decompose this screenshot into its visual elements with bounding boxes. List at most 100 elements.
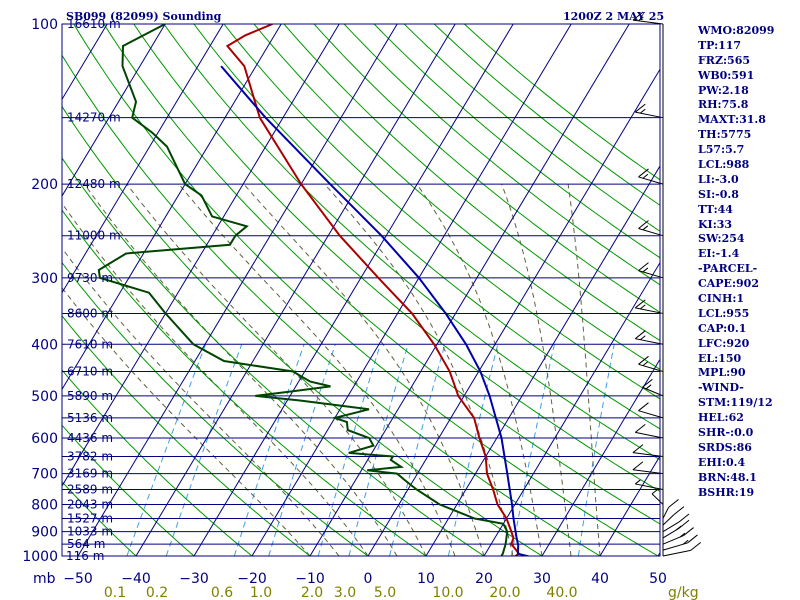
height-label: 3169 m [67, 467, 113, 481]
isotherm--70 [62, 24, 282, 391]
height-label: 8600 m [67, 306, 113, 320]
pressure-label-500: 500 [31, 389, 58, 405]
index-item: LI:-3.0 [698, 172, 739, 186]
temperature-label: −10 [295, 571, 325, 587]
index-item: EL:150 [698, 351, 742, 365]
height-label: 2043 m [67, 497, 113, 511]
pressure-label-400: 400 [31, 337, 58, 353]
index-item: LCL:988 [698, 158, 750, 172]
moist-adiabat [178, 183, 456, 556]
moist-adiabat [62, 247, 340, 556]
dry-adiabats [62, 24, 660, 556]
height-label: 6710 m [67, 365, 113, 379]
mixing-ratio-line [317, 344, 381, 556]
dry-adiabat [253, 24, 660, 370]
wind-barb [662, 527, 694, 545]
isotherm--10 [309, 24, 630, 556]
dry-adiabat [163, 24, 660, 461]
mixing-ratio-label: 40.0 [546, 585, 577, 600]
index-item: SRDS:86 [698, 440, 752, 454]
pressure-label-100: 100 [31, 17, 58, 33]
dry-adiabat [62, 261, 369, 556]
index-item: -PARCEL- [698, 262, 758, 276]
wind-barb [642, 378, 664, 397]
dry-adiabat [283, 24, 660, 342]
isotherm--40 [135, 24, 456, 556]
station-title: SB099 (82099) Sounding [66, 10, 222, 23]
pressure-label-700: 700 [31, 467, 58, 483]
dry-adiabat [62, 315, 311, 556]
wind-barb [662, 506, 685, 526]
index-item: PW:2.18 [698, 83, 749, 97]
isotherm--20 [251, 24, 572, 556]
dry-adiabat [62, 481, 137, 556]
wind-barb [634, 479, 664, 491]
pressure-label-1000: 1000 [22, 549, 58, 565]
height-label: 5136 m [67, 411, 113, 425]
mixing-ratio-label: 1.0 [250, 585, 272, 600]
mixing-ratio-label: 0.1 [104, 585, 126, 600]
height-label: 1033 m [67, 525, 113, 539]
moist-adiabat [324, 183, 514, 556]
isotherm-0 [367, 68, 660, 556]
temperature-label: 40 [591, 571, 609, 587]
wind-barb [638, 402, 664, 419]
dry-adiabat [62, 54, 601, 556]
height-label: 1527 m [67, 511, 113, 525]
mixing-ratio-line [577, 344, 615, 556]
index-item: RH:75.8 [698, 98, 749, 112]
index-item: TH:5775 [698, 128, 752, 142]
height-label: 4436 m [67, 431, 113, 445]
isotherm--80 [62, 24, 224, 294]
temperature-label: 10 [417, 571, 435, 587]
isotherms [62, 24, 660, 556]
temperature-label: −30 [179, 571, 209, 587]
index-item: CAP:0.1 [698, 321, 747, 335]
mixing-ratio-label: 3.0 [334, 585, 356, 600]
pressure-label-200: 200 [31, 177, 58, 193]
temperature-tick-labels: −50 −40 −30 −20 −10 0 10 20 30 40 50 [63, 571, 667, 587]
wind-barb [632, 444, 664, 457]
dry-adiabat [73, 24, 659, 556]
pressure-unit-label: mb [33, 571, 56, 587]
wind-barbs [632, 11, 702, 557]
index-item: SHR-:0.0 [698, 426, 754, 440]
index-item: TT:44 [698, 202, 733, 216]
wind-barb [632, 11, 664, 25]
index-item: HEL:62 [698, 411, 744, 425]
parcel-trace [220, 65, 531, 556]
index-item: -WIND- [698, 381, 744, 395]
pressure-label-800: 800 [31, 497, 58, 513]
pressure-label-600: 600 [31, 431, 58, 447]
pressure-label-900: 900 [31, 525, 58, 541]
dry-adiabat [133, 24, 660, 493]
dry-adiabat [223, 24, 660, 400]
moist-adiabat [126, 183, 427, 556]
index-item: MPL:90 [698, 366, 746, 380]
dry-adiabat [373, 24, 660, 259]
height-label: 5890 m [67, 389, 113, 403]
mixing-ratio-label: 2.0 [301, 585, 323, 600]
index-item: SI:-0.8 [698, 187, 739, 201]
index-item: CAPE:902 [698, 277, 759, 291]
plot-border [61, 23, 661, 557]
mixing-ratio-line [447, 344, 499, 556]
mixing-ratio-line [126, 344, 207, 556]
isotherm--30 [193, 24, 514, 556]
index-item: WB0:591 [698, 68, 755, 82]
wind-barb [638, 262, 664, 279]
isotherm-10 [425, 165, 660, 556]
mixing-ratio-line [233, 344, 305, 556]
index-item: LCL:955 [698, 306, 750, 320]
isotherm-20 [483, 261, 660, 556]
sounding-traces [97, 24, 531, 556]
wind-barb [651, 489, 664, 505]
height-label: 9730 m [67, 271, 113, 285]
mixing-ratio-labels: 0.1 0.2 0.6 1.0 2.0 3.0 5.0 10.0 20.0 40.0 [104, 585, 578, 600]
temperature-label: 0 [364, 571, 373, 587]
wind-barb [662, 519, 690, 539]
index-item: BSHR:19 [698, 485, 755, 499]
height-label: 116 m [66, 549, 104, 563]
wind-barb [634, 103, 664, 119]
isotherm-40 [599, 455, 660, 556]
